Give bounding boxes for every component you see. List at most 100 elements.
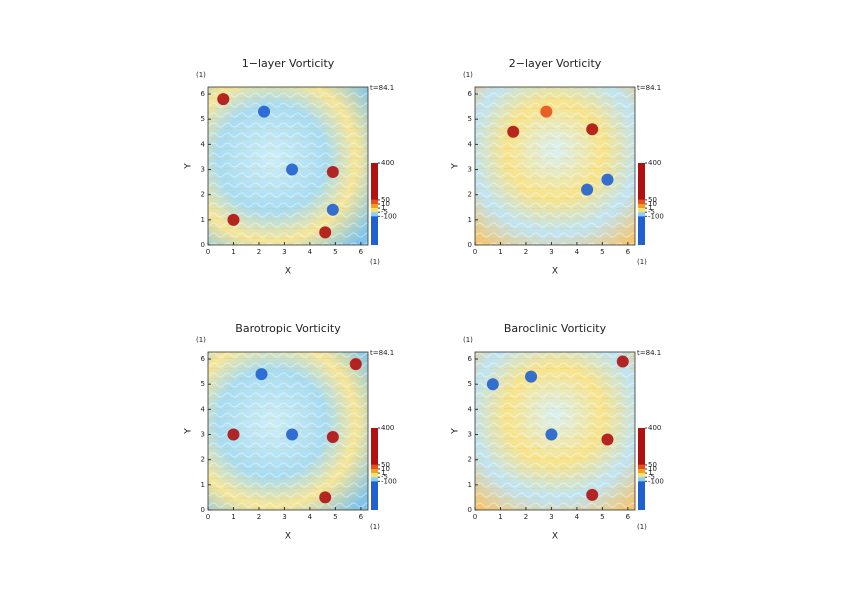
y-tick-label: 2	[468, 191, 472, 199]
colorbar-label: 1	[648, 204, 652, 212]
x-tick-label: 0	[206, 513, 210, 521]
colorbar-label: 1	[381, 469, 385, 477]
y-tick-label: 3	[201, 166, 205, 174]
panel-title: 1−layer Vorticity	[242, 57, 335, 70]
y-tick-label: 0	[468, 241, 472, 249]
colorbar-label: 400	[648, 424, 661, 432]
vortex	[486, 378, 499, 391]
y-tick-label: 4	[468, 140, 473, 148]
colorbar-label: 50	[648, 196, 657, 204]
y-tick-label: 2	[468, 456, 472, 464]
colorbar-label: 10	[648, 465, 657, 473]
x-unit: (1)	[370, 523, 380, 531]
colorbar-segment	[638, 428, 645, 465]
time-label: t=84.1	[637, 84, 661, 92]
x-axis-label: X	[285, 267, 291, 277]
vortex	[586, 488, 599, 501]
colorbar-label: -100	[381, 477, 397, 485]
vortex	[616, 355, 629, 368]
x-tick-label: 6	[626, 248, 631, 256]
vortex	[258, 105, 271, 118]
x-tick-label: 0	[473, 248, 477, 256]
x-tick-label: 0	[206, 248, 210, 256]
plot-frame	[474, 351, 636, 511]
colorbar-segment	[371, 208, 378, 213]
colorbar-segment	[371, 204, 378, 209]
colorbar-segment	[371, 477, 378, 482]
x-axis-label: X	[552, 267, 558, 277]
y-tick-label: 0	[201, 241, 205, 249]
vortex	[540, 105, 553, 118]
colorbar-label: 400	[381, 159, 394, 167]
y-tick-label: 4	[201, 140, 206, 148]
x-tick-label: 6	[626, 513, 631, 521]
y-tick-label: 1	[468, 216, 472, 224]
y-tick-label: 0	[468, 506, 472, 514]
colorbar-segment	[638, 464, 645, 469]
y-tick-label: 1	[468, 481, 472, 489]
plot-frame	[207, 351, 369, 511]
y-axis-label: Y	[184, 428, 194, 435]
colorbar-label: 400	[381, 424, 394, 432]
colorbar-segment	[371, 212, 378, 217]
time-label: t=84.1	[370, 349, 394, 357]
vortex	[227, 428, 240, 441]
y-tick-label: 0	[201, 506, 205, 514]
y-unit: (1)	[196, 71, 206, 79]
vortex	[319, 226, 332, 239]
x-tick-label: 2	[524, 248, 528, 256]
colorbar-label: 10	[381, 200, 390, 208]
vortex	[581, 183, 594, 196]
vortex	[545, 428, 558, 441]
vortex	[601, 433, 614, 446]
colorbar-label: -100	[648, 212, 664, 220]
vortex	[586, 123, 599, 136]
y-tick-label: 4	[201, 405, 206, 413]
x-tick-label: 5	[600, 248, 604, 256]
x-tick-label: 3	[282, 248, 286, 256]
vortex	[286, 163, 299, 176]
x-tick-label: 4	[308, 248, 313, 256]
y-tick-label: 5	[201, 115, 205, 123]
colorbar-label: 50	[648, 461, 657, 469]
colorbar-label: -5	[648, 473, 655, 481]
plot-frame	[474, 86, 636, 246]
vortex	[326, 203, 339, 216]
x-axis-label: X	[285, 532, 291, 542]
y-tick-label: 1	[201, 216, 205, 224]
panel-title: 2−layer Vorticity	[509, 57, 602, 70]
y-tick-label: 4	[468, 405, 473, 413]
vortex	[286, 428, 299, 441]
x-tick-label: 5	[333, 248, 337, 256]
colorbar-segment	[371, 473, 378, 478]
colorbar-label: -5	[381, 473, 388, 481]
colorbar-segment	[638, 473, 645, 478]
y-tick-label: 5	[468, 380, 472, 388]
y-tick-label: 6	[468, 355, 473, 363]
y-tick-label: 6	[201, 90, 206, 98]
colorbar-label: -100	[648, 477, 664, 485]
panel: 1−layer Vorticity 0 1 2 3 4 5 6 0 1 2 3 4 5 6 X Y (1) (1) t…	[184, 57, 397, 277]
y-tick-label: 3	[468, 431, 472, 439]
y-tick-label: 5	[201, 380, 205, 388]
vortex	[227, 213, 240, 226]
colorbar-segment	[371, 464, 378, 469]
y-tick-label: 1	[201, 481, 205, 489]
colorbar-segment	[638, 477, 645, 482]
y-axis-label: Y	[451, 428, 461, 435]
x-unit: (1)	[637, 523, 647, 531]
y-tick-label: 6	[468, 90, 473, 98]
x-tick-label: 3	[282, 513, 286, 521]
colorbar-segment	[638, 208, 645, 213]
plot-frame	[207, 86, 369, 246]
vortex	[319, 491, 332, 504]
vortex	[255, 368, 268, 381]
x-tick-label: 6	[359, 513, 364, 521]
colorbar-segment	[638, 199, 645, 204]
vortex	[326, 166, 339, 179]
time-label: t=84.1	[370, 84, 394, 92]
colorbar-label: 50	[381, 461, 390, 469]
time-label: t=84.1	[637, 349, 661, 357]
colorbar-segment	[638, 481, 645, 510]
